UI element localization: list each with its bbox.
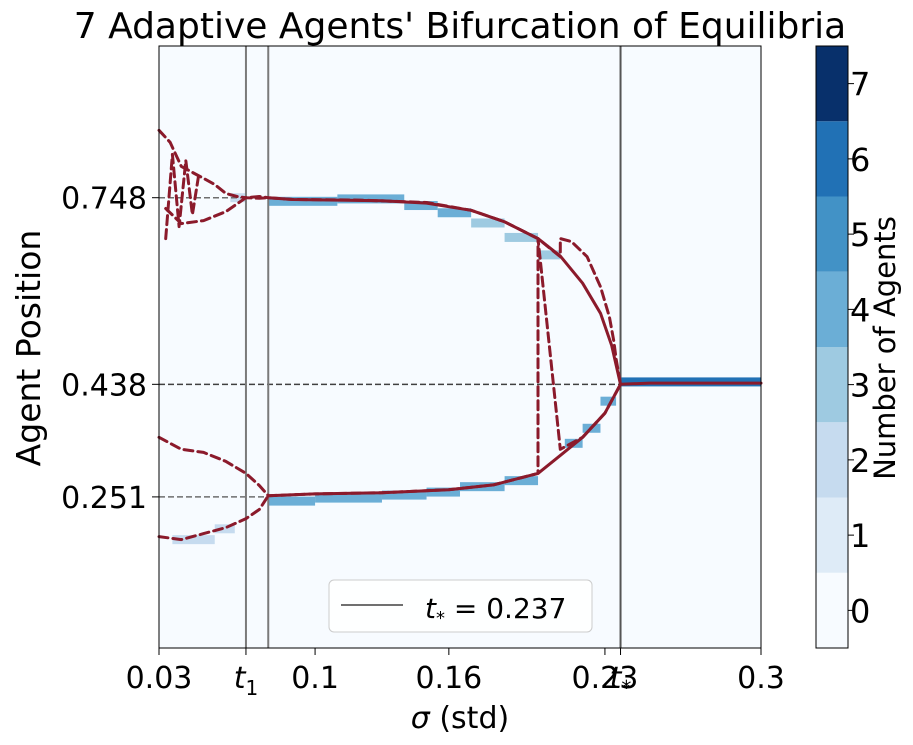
- x-tick-label: 0.03: [126, 661, 193, 696]
- x-axis: 0.03 t1 0.1 0.16 0.23t* 0.3: [126, 648, 785, 700]
- colorbar-tick-label: 2: [850, 442, 870, 480]
- colorbar-segment: [816, 121, 848, 197]
- heat-cell: [600, 396, 617, 406]
- colorbar-segment: [816, 46, 848, 122]
- legend-value: = 0.237: [445, 592, 566, 625]
- x-tick-label: 0.3: [737, 661, 785, 696]
- colorbar-segment: [816, 347, 848, 423]
- heat-cell: [504, 232, 539, 242]
- heat-cell: [268, 496, 316, 506]
- x-axis-label: σ (std): [411, 701, 509, 736]
- legend-box: [328, 579, 593, 633]
- heat-cell: [214, 524, 235, 534]
- x-tick-text: t: [610, 661, 623, 696]
- y-tick-label: 0.251: [61, 481, 147, 516]
- x-tick-label: 0.16: [415, 661, 482, 696]
- colorbar-tick-label: 6: [850, 141, 870, 179]
- x-axis-label-symbol: σ: [411, 701, 431, 736]
- colorbar-segment: [816, 497, 848, 573]
- x-tick-text: t: [234, 661, 247, 696]
- dashed-branch: [157, 237, 622, 498]
- series-layer: [157, 128, 763, 542]
- legend-label: t* = 0.237: [425, 592, 566, 629]
- heat-cell: [381, 490, 427, 500]
- x-axis-label-text: (std): [430, 701, 509, 736]
- colorbar-segment: [816, 271, 848, 347]
- colorbar-tick-label: 5: [850, 216, 870, 254]
- y-axis: 0.251 0.438 0.748: [61, 182, 159, 516]
- legend-symbol: t: [425, 592, 437, 625]
- colorbar-segment: [816, 196, 848, 272]
- dashed-branch: [157, 128, 622, 386]
- chart-title: 7 Adaptive Agents' Bifurcation of Equili…: [74, 6, 847, 47]
- legend: t* = 0.237: [328, 579, 593, 633]
- heat-cell: [337, 194, 405, 204]
- plot-area: [159, 46, 761, 648]
- plot-frame: [158, 45, 762, 649]
- x-tick-text: 0.1: [291, 661, 339, 696]
- x-tick-text: 0.16: [415, 661, 482, 696]
- dashed-branch: [164, 152, 201, 241]
- dashed-branch: [157, 494, 270, 542]
- heat-cell: [404, 201, 438, 211]
- x-tick-text: 0.23: [572, 661, 639, 696]
- colorbar-tick-label: 3: [850, 367, 870, 405]
- heat-cell: [437, 208, 472, 218]
- y-tick-label: 0.438: [61, 368, 147, 403]
- x-tick-label: t*: [610, 661, 632, 700]
- x-tick-text: 0.3: [737, 661, 785, 696]
- heat-cell: [172, 535, 215, 545]
- heat-cell: [315, 493, 382, 503]
- y-tick-label: 0.748: [61, 182, 147, 217]
- heat-cell: [504, 476, 539, 486]
- reference-lines: [159, 46, 622, 648]
- heat-cell: [268, 196, 338, 206]
- heat-cell: [538, 250, 561, 260]
- dashed-branch: [164, 195, 270, 226]
- x-tick-text: 0.03: [126, 661, 193, 696]
- colorbar-tick-label: 1: [850, 517, 870, 555]
- colorbar-label: Number of Agents: [868, 216, 902, 480]
- x-tick-subscript: 1: [245, 676, 258, 700]
- colorbar-tick-label: 4: [850, 291, 870, 329]
- heat-cell: [471, 218, 505, 228]
- colorbar-segment: [816, 572, 848, 648]
- x-tick-label: 0.1: [291, 661, 339, 696]
- x-tick-subscript: *: [621, 676, 631, 700]
- legend-subscript: *: [436, 608, 445, 629]
- colorbar-tick-label: 0: [850, 592, 870, 630]
- y-axis-label: Agent Position: [9, 230, 48, 467]
- colorbar-frame: [815, 45, 849, 649]
- x-tick-label: 0.23: [572, 661, 639, 696]
- heat-cell: [426, 487, 460, 497]
- colorbar: 0 1 2 3 4 5 6 7: [815, 45, 870, 649]
- colorbar-segment: [816, 422, 848, 498]
- x-tick-label: t1: [234, 661, 259, 700]
- colorbar-tick-label: 7: [850, 66, 870, 104]
